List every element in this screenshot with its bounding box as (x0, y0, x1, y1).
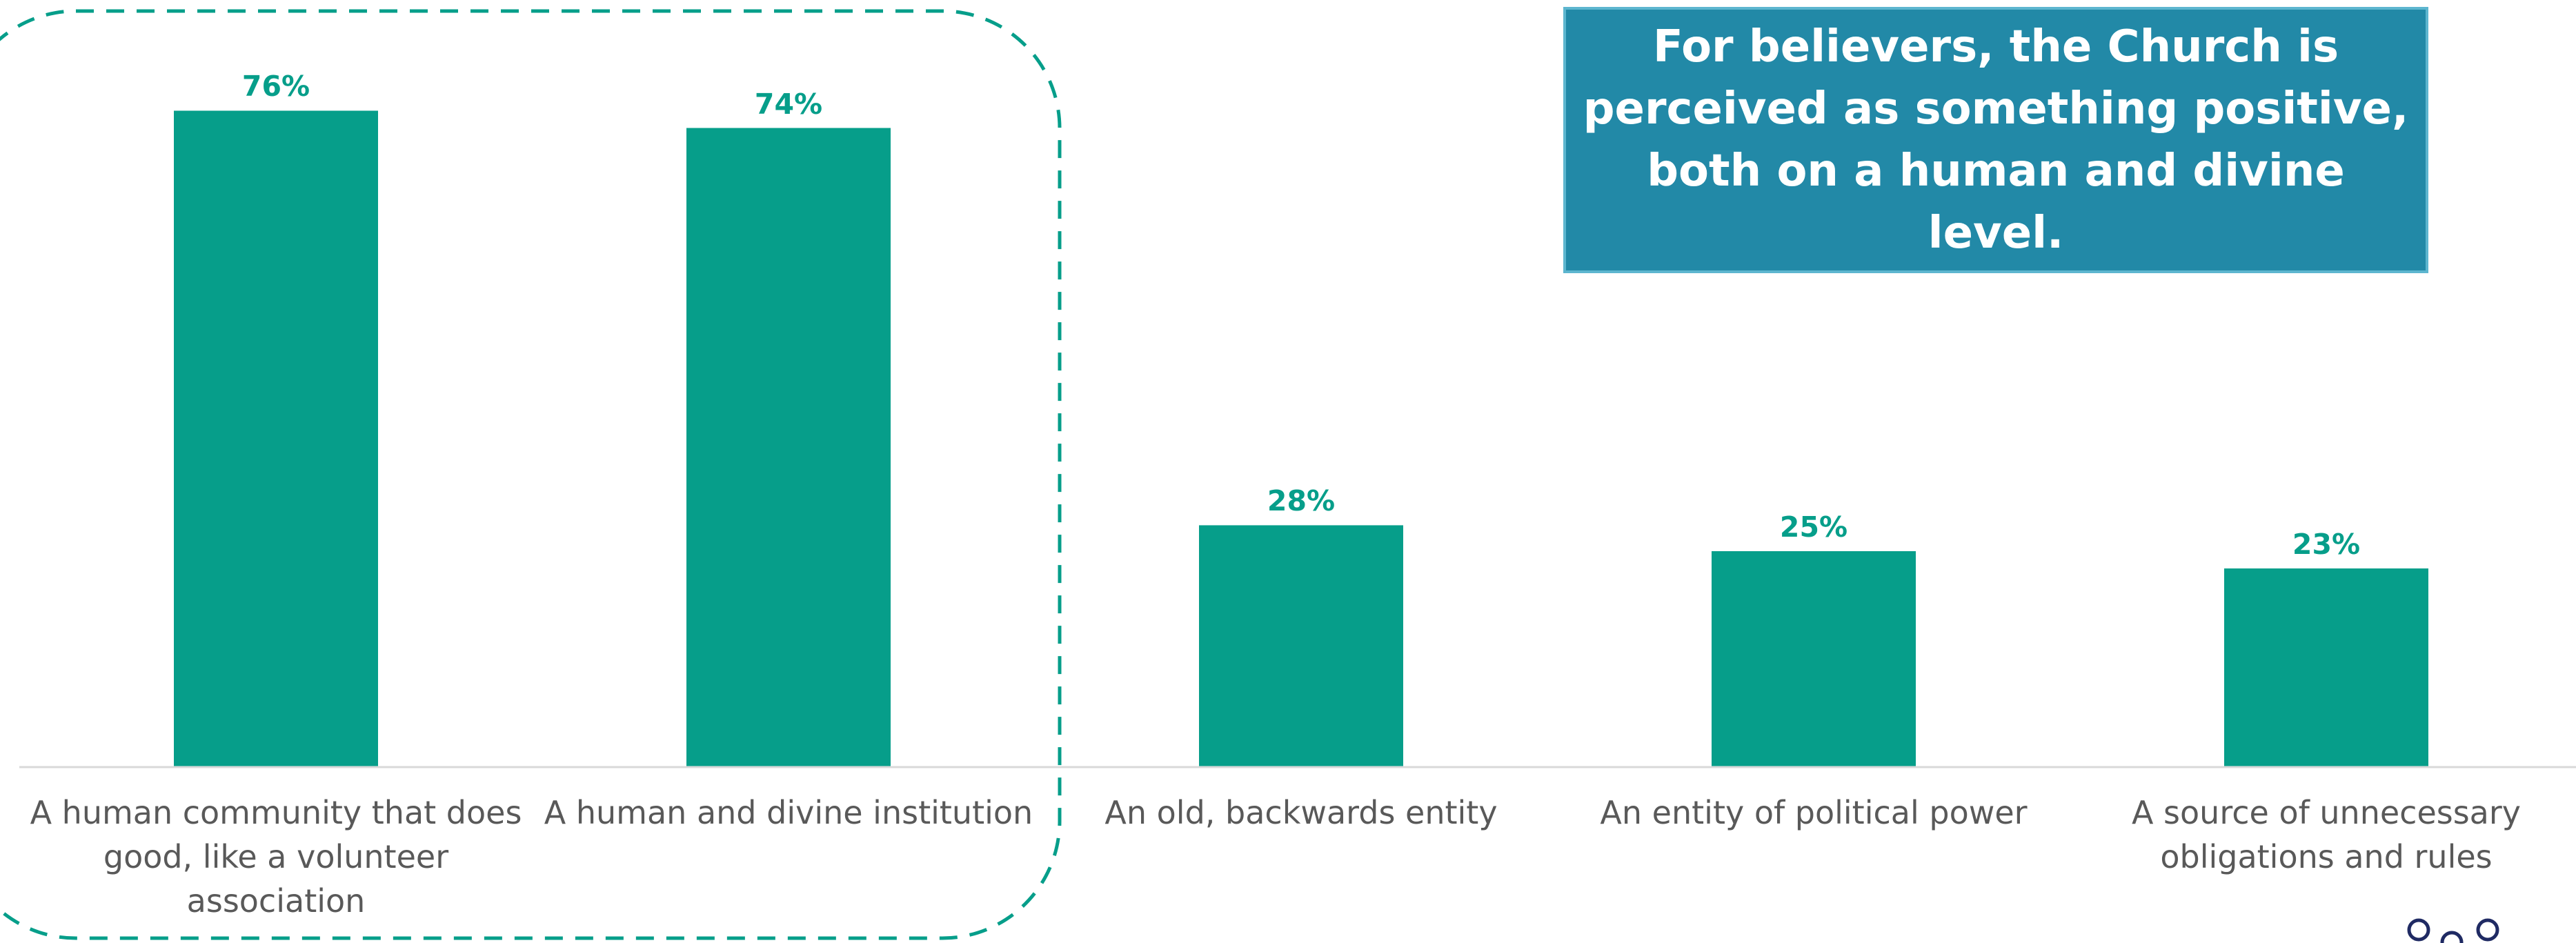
bar-1 (174, 110, 378, 768)
bar-5 (2224, 568, 2428, 767)
value-label-5: 23% (2292, 528, 2361, 562)
category-label-1: A human community that does good, like a… (30, 794, 522, 920)
bar-2 (686, 128, 891, 767)
callout-text: For believers, the Church is perceived a… (1583, 21, 2409, 259)
value-label-1: 76% (241, 70, 310, 103)
highlight-frame (0, 9, 1062, 940)
bar-4 (1712, 551, 1916, 767)
value-label-2: 74% (754, 87, 823, 121)
value-label-3: 28% (1267, 484, 1336, 518)
category-label-3: An old, backwards entity (1104, 794, 1498, 831)
bars (174, 110, 2428, 768)
category-label-2: A human and divine institution (544, 794, 1033, 831)
value-label-4: 25% (1779, 510, 1848, 544)
bar-3 (1199, 525, 1403, 767)
category-label-5: A source of unnecessary obligations and … (2131, 794, 2521, 875)
logo-icon (2407, 918, 2499, 943)
callout-box: For believers, the Church is perceived a… (1563, 7, 2428, 273)
category-label-4: An entity of political power (1600, 794, 2028, 831)
